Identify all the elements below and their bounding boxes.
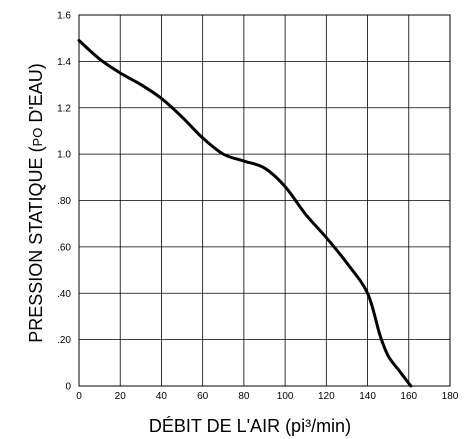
- y-tick-label: 1.6: [57, 11, 71, 22]
- x-tick-label: 60: [197, 391, 209, 402]
- x-tick-label: 40: [156, 391, 168, 402]
- y-tick-label: .80: [57, 196, 71, 207]
- x-tick-label: 120: [318, 391, 335, 402]
- y-tick-label: .60: [57, 242, 71, 253]
- y-tick-label: 0: [65, 382, 71, 393]
- y-tick-label: .20: [57, 335, 71, 346]
- y-axis-title-prefix: PRESSION STATIQUE (: [26, 146, 46, 342]
- x-tick-label: 180: [442, 391, 459, 402]
- x-tick-label: 0: [76, 391, 82, 402]
- grid: [79, 15, 450, 386]
- y-tick-label: 1.4: [57, 57, 71, 68]
- x-tick-label: 20: [115, 391, 127, 402]
- y-tick-label: 1.0: [57, 150, 71, 161]
- x-axis-title: DÉBIT DE L'AIR (pi³/min): [149, 416, 351, 436]
- y-axis-title-suffix: D'EAU): [26, 63, 46, 127]
- x-tick-label: 100: [277, 391, 294, 402]
- y-axis-title: PRESSION STATIQUE (PO D'EAU): [26, 63, 46, 343]
- plot-frame: [78, 14, 451, 387]
- x-tick-label: 160: [400, 391, 417, 402]
- x-axis-ticks: 0 20 40 60 80 100 120 140 160 180: [76, 391, 459, 402]
- x-tick-label: 140: [359, 391, 376, 402]
- series-line: [77, 39, 413, 388]
- y-tick-label: 1.2: [57, 103, 71, 114]
- y-axis-ticks: 0 .20 .40 .60 .80 1.0 1.2 1.4 1.6: [57, 11, 71, 393]
- x-tick-label: 80: [238, 391, 250, 402]
- y-tick-label: .40: [57, 289, 71, 300]
- y-axis-title-unit: PO: [30, 128, 45, 147]
